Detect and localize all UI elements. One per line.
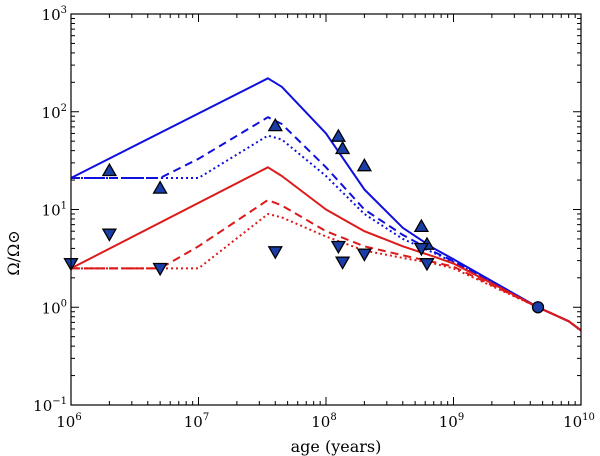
slow-dotted-line bbox=[71, 213, 582, 332]
fast-dashed-line bbox=[71, 116, 582, 332]
plot-frame bbox=[70, 13, 582, 406]
y-tick-label: 102 bbox=[42, 103, 67, 122]
upper-triangle-marker bbox=[330, 128, 347, 142]
slow-solid-line bbox=[70, 166, 582, 332]
upper-triangle-marker bbox=[101, 162, 118, 177]
lower-triangle-marker bbox=[267, 246, 283, 260]
fast-dotted-line bbox=[71, 134, 582, 332]
y-tick-label: 101 bbox=[42, 201, 67, 220]
upper-triangle-marker bbox=[152, 180, 168, 194]
y-tick-label: 103 bbox=[42, 5, 67, 24]
lower-triangle-marker bbox=[356, 248, 373, 262]
tick-labels: 106 107 108 109 1010 10−1 100 101 102 103 bbox=[33, 5, 595, 431]
sun-marker bbox=[531, 301, 545, 314]
x-tick-label: 109 bbox=[439, 412, 464, 431]
observation-markers bbox=[63, 117, 545, 314]
x-tick-label: 107 bbox=[184, 412, 209, 431]
slow-dashed-line bbox=[71, 199, 582, 332]
upper-triangle-marker bbox=[356, 157, 373, 172]
lower-triangle-marker bbox=[101, 228, 118, 242]
lower-triangle-marker bbox=[413, 242, 430, 257]
lower-triangle-marker bbox=[330, 240, 347, 255]
y-tick-label: 100 bbox=[42, 298, 67, 317]
upper-triangle-marker bbox=[267, 117, 283, 132]
y-axis-label: Ω/Ω⊙ bbox=[4, 230, 23, 275]
y-tick-label: 10−1 bbox=[33, 396, 67, 415]
upper-triangle-marker bbox=[334, 140, 351, 155]
x-axis-label: age (years) bbox=[291, 437, 382, 456]
lower-triangle-marker bbox=[419, 258, 435, 272]
x-tick-label: 108 bbox=[311, 412, 336, 431]
upper-triangle-marker bbox=[413, 218, 430, 233]
x-tick-label: 1010 bbox=[563, 412, 595, 431]
lower-triangle-marker bbox=[334, 256, 351, 270]
x-tick-label: 106 bbox=[56, 412, 81, 431]
lower-triangle-marker bbox=[152, 262, 168, 277]
model-curves bbox=[70, 77, 582, 332]
